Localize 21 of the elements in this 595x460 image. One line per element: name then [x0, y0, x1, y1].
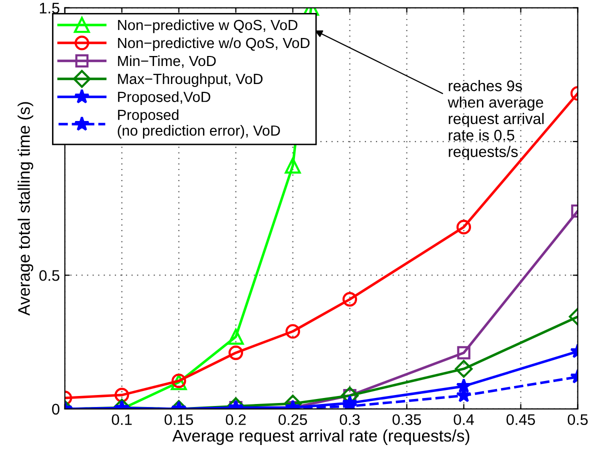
legend-label: Proposed (no prediction error), VoD	[118, 109, 280, 139]
x-tick-label: 0.3	[340, 414, 360, 426]
x-tick-label: 0.45	[506, 414, 535, 426]
x-tick-label: 0.4	[454, 414, 474, 426]
legend-label: Proposed,VoD	[118, 91, 210, 105]
annotation: reaches 9s when average request arrival rate is 0.5 requests/s	[448, 80, 544, 160]
x-tick-label: 0.35	[392, 414, 422, 426]
legend-label: Max−Throughput, VoD	[118, 73, 263, 87]
x-tick-label: 0.25	[278, 414, 308, 426]
x-tick-label: 0.5	[568, 414, 588, 426]
y-axis-title: Average total stalling time (s)	[18, 102, 34, 316]
x-tick-label: 0.1	[112, 414, 132, 426]
x-axis-title: Average request arrival rate (requests/s)	[172, 429, 470, 445]
y-tick-label: 0.5	[39, 270, 60, 281]
x-tick-label: 0.2	[226, 414, 246, 426]
legend-label: Non−predictive w/o QoS, VoD	[118, 37, 310, 52]
x-tick-label: 0.15	[164, 414, 194, 426]
y-tick-label: 1.5	[40, 2, 60, 14]
legend-label: Non−predictive w QoS, VoD	[118, 19, 298, 34]
legend-label: Min−Time, VoD	[118, 55, 216, 68]
y-tick-label: 0	[52, 404, 60, 415]
